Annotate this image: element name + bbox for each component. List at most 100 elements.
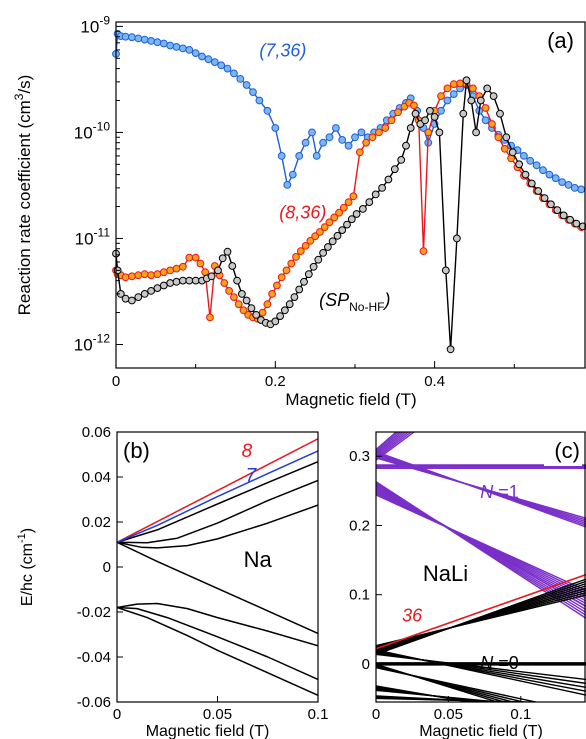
panel-c: 0 0.05 0.1 0.3 0.2 0.1 0 Magnetic field (T) (c) N… <box>349 431 586 739</box>
data-point-7-36 <box>338 136 347 144</box>
data-point-sp-no-hf <box>281 306 289 315</box>
data-point-7-36 <box>481 116 490 125</box>
data-point-8-36 <box>362 138 371 147</box>
data-point-sp-no-hf <box>328 237 337 246</box>
y-tick-label: 10-10 <box>74 119 111 142</box>
data-point-7-36 <box>147 37 156 45</box>
data-point-sp-no-hf <box>300 277 308 286</box>
data-point-8-36 <box>172 264 181 273</box>
data-point-8-36 <box>481 104 490 112</box>
data-point-8-36 <box>153 270 162 279</box>
y-tick-label: 0.1 <box>349 587 370 604</box>
data-point-8-36 <box>494 133 503 142</box>
data-point-sp-no-hf <box>324 243 332 251</box>
data-point-7-36 <box>153 38 162 47</box>
data-point-8-36 <box>311 232 320 241</box>
data-point-7-36 <box>351 133 359 142</box>
x-axis-label: Magnetic field (T) <box>285 390 416 409</box>
y-tick-label: 0.04 <box>82 469 111 486</box>
data-point-sp-no-hf <box>572 219 581 228</box>
data-point-8-36 <box>419 247 428 256</box>
x-tick-label: 0 <box>112 373 120 390</box>
data-point-sp-no-hf <box>446 345 455 354</box>
data-point-7-36 <box>357 128 366 137</box>
panel-b-curves <box>117 438 318 696</box>
data-point-sp-no-hf <box>496 109 504 118</box>
data-point-7-36 <box>271 124 280 132</box>
data-point-sp-no-hf <box>521 170 530 179</box>
level-line <box>117 461 318 544</box>
x-tick-label: 0.4 <box>424 373 445 390</box>
data-point-7-36 <box>283 181 292 189</box>
series-line-7-36 <box>115 32 582 191</box>
panel-label-a: (a) <box>547 28 574 53</box>
data-point-sp-no-hf <box>179 276 187 285</box>
level-line-n1 <box>376 432 400 452</box>
data-point-8-36 <box>179 262 187 271</box>
data-point-sp-no-hf <box>540 194 549 203</box>
data-point-8-36 <box>325 218 334 227</box>
series-label-7-36: (7,36) <box>259 41 306 61</box>
data-point-sp-no-hf <box>228 262 237 270</box>
data-point-8-36 <box>355 148 364 157</box>
data-point-7-36 <box>230 69 238 78</box>
data-point-8-36 <box>230 293 238 302</box>
data-point-sp-no-hf <box>128 296 136 305</box>
data-point-sp-no-hf <box>467 96 476 105</box>
data-point-sp-no-hf <box>352 210 361 218</box>
data-point-8-36 <box>147 271 156 280</box>
y-tick-label: 10-9 <box>80 13 110 36</box>
data-point-sp-no-hf <box>242 296 251 305</box>
data-point-sp-no-hf <box>185 276 194 285</box>
data-point-8-36 <box>239 306 248 315</box>
data-point-8-36 <box>335 208 344 217</box>
y-tick-label: 0 <box>103 559 111 576</box>
data-point-sp-no-hf <box>421 116 430 125</box>
data-point-8-36 <box>387 116 396 125</box>
data-point-7-36 <box>551 174 560 183</box>
x-tick-label: 0 <box>372 706 380 723</box>
data-point-7-36 <box>344 141 353 150</box>
level-line-n0 <box>376 594 586 647</box>
data-point-sp-no-hf <box>402 141 410 150</box>
data-point-8-36 <box>344 198 353 207</box>
data-point-sp-no-hf <box>276 312 285 321</box>
data-point-8-36 <box>277 273 286 282</box>
data-point-sp-no-hf <box>134 293 143 302</box>
data-point-7-36 <box>545 170 554 179</box>
data-point-sp-no-hf <box>343 220 351 229</box>
level-line-n1 <box>376 432 416 461</box>
rotational-label: N =1 <box>480 482 519 502</box>
data-point-8-36 <box>292 253 300 261</box>
data-point-8-36 <box>469 84 477 93</box>
data-point-sp-no-hf <box>290 293 299 302</box>
data-point-7-36 <box>312 152 321 160</box>
data-point-sp-no-hf <box>476 96 485 105</box>
x-axis-label-b: Magnetic field (T) <box>146 723 270 739</box>
data-point-8-36 <box>410 101 418 110</box>
data-point-7-36 <box>140 35 149 44</box>
data-point-7-36 <box>558 178 566 187</box>
data-point-sp-no-hf <box>397 156 406 164</box>
data-point-sp-no-hf <box>191 276 200 285</box>
data-point-7-36 <box>332 124 340 132</box>
data-point-7-36 <box>134 34 143 43</box>
level-line-n0 <box>376 685 474 702</box>
data-point-sp-no-hf <box>153 284 162 293</box>
data-point-sp-no-hf <box>435 128 444 137</box>
data-point-7-36 <box>449 90 458 98</box>
y-tick-label: 0.3 <box>349 448 370 465</box>
level-line <box>117 606 318 681</box>
data-point-sp-no-hf <box>406 124 415 132</box>
data-point-7-36 <box>172 43 181 51</box>
data-point-8-36 <box>368 133 377 142</box>
rotational-label: N =0 <box>480 653 519 673</box>
data-point-8-36 <box>339 203 348 212</box>
level-label-8: 8 <box>242 441 253 462</box>
data-point-sp-no-hf <box>502 133 511 142</box>
level-line-n1 <box>376 432 413 460</box>
data-point-8-36 <box>258 308 267 317</box>
data-point-7-36 <box>191 49 200 57</box>
y-tick-label: -0.06 <box>77 694 111 711</box>
